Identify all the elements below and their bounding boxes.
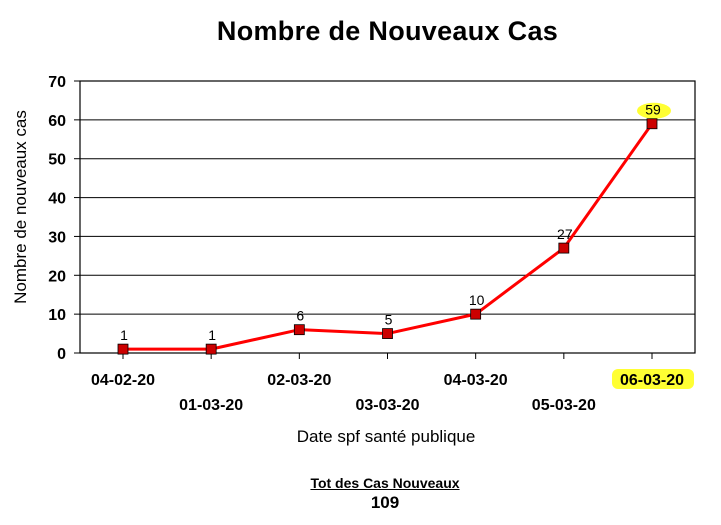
data-point — [558, 242, 570, 254]
totals-value: 109 — [370, 493, 400, 512]
y-axis-title: Nombre de nouveaux cas — [11, 110, 30, 304]
x-tick-label: 04-03-20 — [444, 372, 508, 389]
x-tick-label: 03-03-20 — [355, 397, 419, 414]
data-point — [293, 324, 305, 336]
y-tick-label: 70 — [48, 74, 66, 91]
x-tick-label: 05-03-20 — [532, 397, 596, 414]
chart-title: Nombre de Nouveaux Cas — [216, 16, 559, 46]
x-tick-label: 02-03-20 — [267, 372, 331, 389]
data-label: 27 — [557, 226, 573, 242]
y-tick-label: 10 — [48, 307, 66, 324]
y-tick-label: 0 — [57, 346, 66, 363]
totals-label: Tot des Cas Nouveaux — [310, 475, 460, 491]
line-chart: 0 10 20 30 40 50 60 70 04-02-20 01-03-20 02-03-20 0… — [11, 74, 696, 446]
x-axis-title: Date spf santé publique — [297, 427, 476, 446]
data-point — [117, 343, 129, 355]
y-tick-label: 50 — [48, 152, 66, 169]
data-label: 1 — [120, 327, 128, 343]
x-tick-highlight — [612, 369, 694, 389]
data-point — [470, 308, 482, 320]
data-label-highlight — [637, 102, 671, 119]
x-tick-label: 01-03-20 — [179, 397, 243, 414]
totals-block: Tot des Cas Nouveaux 109 — [300, 475, 470, 513]
data-point — [646, 118, 658, 130]
data-label: 5 — [385, 312, 393, 328]
data-label: 6 — [296, 308, 304, 324]
plot-area — [80, 81, 695, 353]
data-label: 59 — [645, 102, 661, 118]
y-tick-label: 20 — [48, 268, 66, 285]
x-tick-label: 04-02-20 — [91, 372, 155, 389]
data-point — [205, 343, 217, 355]
data-label: 1 — [208, 327, 216, 343]
data-label: 10 — [469, 292, 485, 308]
y-tick-label: 30 — [48, 229, 66, 246]
x-tick-label: 06-03-20 — [620, 372, 684, 389]
y-tick-label: 60 — [48, 113, 66, 130]
data-point — [382, 328, 393, 339]
y-tick-label: 40 — [48, 191, 66, 208]
